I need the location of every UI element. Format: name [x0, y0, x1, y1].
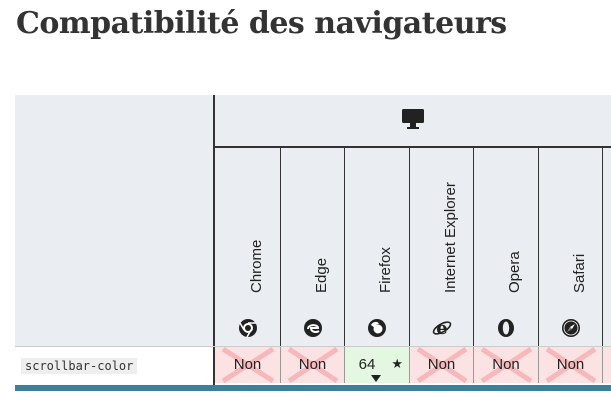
- svg-text:e: e: [436, 318, 447, 338]
- browser-name: Internet Explorer: [441, 182, 459, 293]
- browser-header-safari: Safari: [539, 148, 603, 346]
- support-cell-safari[interactable]: Non: [539, 347, 603, 383]
- support-label: Non: [233, 356, 262, 373]
- unsupported-cross-icon: [545, 347, 597, 383]
- support-label: Non: [556, 356, 585, 373]
- support-cell-overflow: [603, 347, 611, 383]
- unsupported-cross-icon: [287, 347, 339, 383]
- ie-icon: e: [432, 318, 451, 338]
- firefox-icon: [368, 319, 386, 337]
- table-footer-bar: [15, 385, 611, 391]
- opera-icon: [498, 319, 514, 337]
- browser-header-edge: Edge: [281, 148, 345, 346]
- support-cell-edge[interactable]: Non: [281, 347, 345, 383]
- browser-name: Firefox: [377, 247, 394, 293]
- support-label: Non: [427, 356, 456, 373]
- browser-header-firefox: Firefox: [345, 148, 410, 346]
- compat-table: Chrome Edge Firefox Internet Explorer e …: [15, 95, 611, 385]
- browser-header-opera: Opera: [474, 148, 539, 346]
- table-row: scrollbar-color Non Non 64 ★ Non Non Non: [15, 346, 611, 383]
- browser-name: Chrome: [247, 239, 265, 293]
- browser-name: Opera: [506, 251, 523, 293]
- browser-header-chrome: Chrome: [215, 148, 281, 346]
- safari-icon: [561, 319, 580, 337]
- page-title: Compatibilité des navigateurs: [16, 6, 507, 41]
- support-label: Non: [492, 356, 520, 373]
- edge-icon: [303, 319, 322, 337]
- chrome-icon: [238, 319, 257, 338]
- feature-name: scrollbar-color: [21, 358, 138, 374]
- support-cell-ie[interactable]: Non: [410, 347, 474, 383]
- table-divider: [213, 95, 215, 385]
- browser-name: Edge: [312, 257, 330, 293]
- browser-name: Safari: [570, 253, 588, 293]
- support-cell-firefox[interactable]: 64 ★: [345, 347, 410, 383]
- support-cell-opera[interactable]: Non: [474, 347, 539, 383]
- browser-header-ie: Internet Explorer e: [410, 148, 474, 346]
- support-label: Non: [298, 356, 327, 373]
- unsupported-cross-icon: [221, 347, 275, 383]
- browser-header-overflow: [603, 148, 611, 346]
- star-icon: ★: [391, 356, 403, 371]
- unsupported-cross-icon: [480, 347, 533, 383]
- chevron-down-icon[interactable]: [371, 375, 381, 382]
- support-label: 64: [358, 356, 376, 373]
- unsupported-cross-icon: [416, 347, 468, 383]
- feature-header-cell: [15, 95, 213, 346]
- support-cell-chrome[interactable]: Non: [215, 347, 281, 383]
- feature-cell: scrollbar-color: [15, 347, 213, 383]
- desktop-icon: [402, 109, 424, 129]
- platform-header-desktop: [215, 95, 611, 148]
